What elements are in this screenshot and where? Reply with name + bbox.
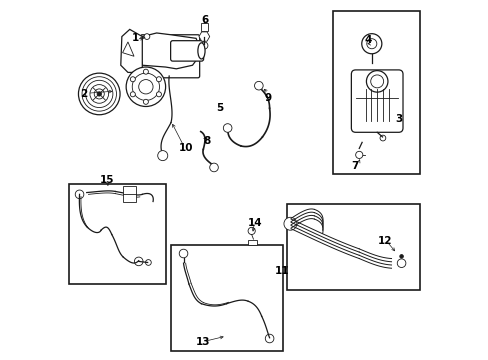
Text: 7: 7 bbox=[350, 161, 358, 171]
Text: 9: 9 bbox=[264, 93, 271, 103]
Text: 15: 15 bbox=[100, 175, 115, 185]
Ellipse shape bbox=[198, 43, 204, 59]
Circle shape bbox=[361, 34, 381, 54]
Circle shape bbox=[134, 257, 142, 266]
Circle shape bbox=[370, 75, 383, 88]
Text: 10: 10 bbox=[179, 143, 193, 153]
Bar bbox=[286, 204, 419, 291]
Circle shape bbox=[126, 67, 165, 107]
Circle shape bbox=[366, 39, 376, 49]
Text: 6: 6 bbox=[201, 15, 208, 26]
Bar bbox=[171, 245, 283, 351]
Circle shape bbox=[145, 260, 151, 265]
Text: 12: 12 bbox=[377, 236, 391, 246]
Text: 2: 2 bbox=[80, 89, 87, 99]
FancyBboxPatch shape bbox=[351, 70, 402, 132]
Circle shape bbox=[179, 249, 187, 258]
Circle shape bbox=[265, 334, 273, 343]
Text: 8: 8 bbox=[203, 136, 210, 145]
Circle shape bbox=[355, 151, 362, 158]
Circle shape bbox=[78, 73, 120, 115]
Circle shape bbox=[75, 190, 83, 199]
Polygon shape bbox=[121, 30, 142, 72]
Circle shape bbox=[143, 69, 148, 74]
Bar bbox=[247, 239, 256, 244]
Circle shape bbox=[209, 163, 218, 172]
Bar bbox=[123, 186, 136, 202]
Circle shape bbox=[132, 73, 159, 100]
FancyBboxPatch shape bbox=[170, 41, 203, 61]
Circle shape bbox=[130, 92, 135, 97]
Circle shape bbox=[201, 42, 207, 49]
Circle shape bbox=[156, 77, 161, 82]
Circle shape bbox=[144, 34, 149, 40]
Circle shape bbox=[366, 71, 387, 92]
Polygon shape bbox=[122, 42, 134, 56]
Circle shape bbox=[399, 255, 403, 258]
Circle shape bbox=[94, 89, 104, 99]
Text: 13: 13 bbox=[196, 337, 210, 347]
Circle shape bbox=[143, 99, 148, 104]
Text: 5: 5 bbox=[215, 103, 223, 113]
Circle shape bbox=[158, 150, 167, 161]
Text: 11: 11 bbox=[274, 266, 289, 276]
Circle shape bbox=[156, 92, 161, 97]
FancyBboxPatch shape bbox=[140, 35, 199, 78]
Text: 4: 4 bbox=[364, 35, 371, 45]
Circle shape bbox=[247, 227, 255, 234]
Circle shape bbox=[139, 80, 153, 94]
Circle shape bbox=[130, 77, 135, 82]
Circle shape bbox=[85, 80, 113, 108]
Text: 1: 1 bbox=[131, 33, 139, 43]
Bar bbox=[201, 23, 207, 31]
Circle shape bbox=[82, 77, 116, 111]
Circle shape bbox=[284, 217, 296, 230]
Circle shape bbox=[97, 92, 101, 96]
Polygon shape bbox=[140, 33, 199, 69]
Text: 3: 3 bbox=[394, 114, 402, 124]
Text: 14: 14 bbox=[247, 218, 262, 228]
Circle shape bbox=[223, 124, 231, 132]
Circle shape bbox=[379, 135, 385, 141]
Circle shape bbox=[396, 259, 405, 267]
Bar bbox=[333, 11, 419, 174]
Circle shape bbox=[254, 81, 263, 90]
Polygon shape bbox=[199, 32, 209, 41]
Circle shape bbox=[90, 85, 108, 103]
Bar bbox=[69, 184, 166, 284]
